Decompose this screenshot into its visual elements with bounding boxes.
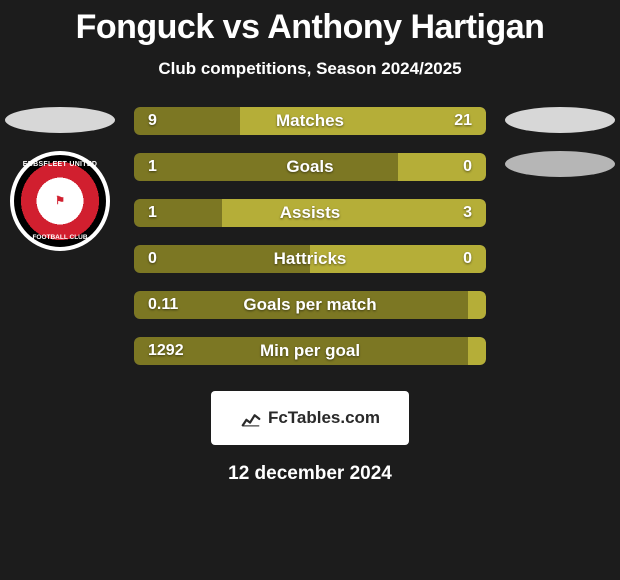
stat-right-value: 21 xyxy=(454,112,472,130)
page-title: Fonguck vs Anthony Hartigan xyxy=(0,0,620,47)
stat-left-value: 1 xyxy=(148,204,157,222)
stat-label: Assists xyxy=(280,203,340,223)
stat-right-bar xyxy=(222,199,486,227)
stat-left-value: 1292 xyxy=(148,342,184,360)
stat-row: 0 Hattricks 0 xyxy=(134,245,486,273)
club-badge-left: ⚑ xyxy=(10,151,110,251)
chart-icon xyxy=(240,407,262,429)
player-silhouette-left xyxy=(5,107,115,133)
stat-left-value: 9 xyxy=(148,112,157,130)
stat-right-value: 3 xyxy=(463,204,472,222)
fctables-text: FcTables.com xyxy=(268,408,380,428)
fctables-watermark: FcTables.com xyxy=(211,391,409,445)
stat-left-bar xyxy=(134,153,398,181)
left-player-col: ⚑ xyxy=(0,107,120,251)
stat-label: Hattricks xyxy=(274,249,347,269)
stat-left-value: 0.11 xyxy=(148,296,178,314)
stat-label: Goals per match xyxy=(243,295,376,315)
stat-left-value: 0 xyxy=(148,250,157,268)
right-player-col xyxy=(500,107,620,195)
stat-row: 1292 Min per goal xyxy=(134,337,486,365)
page-subtitle: Club competitions, Season 2024/2025 xyxy=(0,59,620,79)
stat-right-bar xyxy=(468,291,486,319)
comparison-panel: ⚑ 9Matches211Goals01Assists30Hattricks00… xyxy=(0,107,620,365)
stat-label: Matches xyxy=(276,111,344,131)
stat-rows-container: 9 Matches 21 1 Goals 0 1 Assists 3 0 Hattricks 0 0.1… xyxy=(134,107,486,365)
stat-label: Min per goal xyxy=(260,341,360,361)
stat-left-value: 1 xyxy=(148,158,157,176)
stat-right-value: 0 xyxy=(463,250,472,268)
stat-row: 0.11 Goals per match xyxy=(134,291,486,319)
stat-right-bar xyxy=(398,153,486,181)
stat-row: 1 Goals 0 xyxy=(134,153,486,181)
stat-label: Goals xyxy=(286,157,333,177)
stat-row: 9 Matches 21 xyxy=(134,107,486,135)
player-silhouette-right-2 xyxy=(505,151,615,177)
player-silhouette-right-1 xyxy=(505,107,615,133)
snapshot-date: 12 december 2024 xyxy=(0,463,620,485)
stat-right-bar xyxy=(468,337,486,365)
stat-row: 1 Assists 3 xyxy=(134,199,486,227)
stat-right-value: 0 xyxy=(463,158,472,176)
club-badge-center: ⚑ xyxy=(42,183,78,219)
